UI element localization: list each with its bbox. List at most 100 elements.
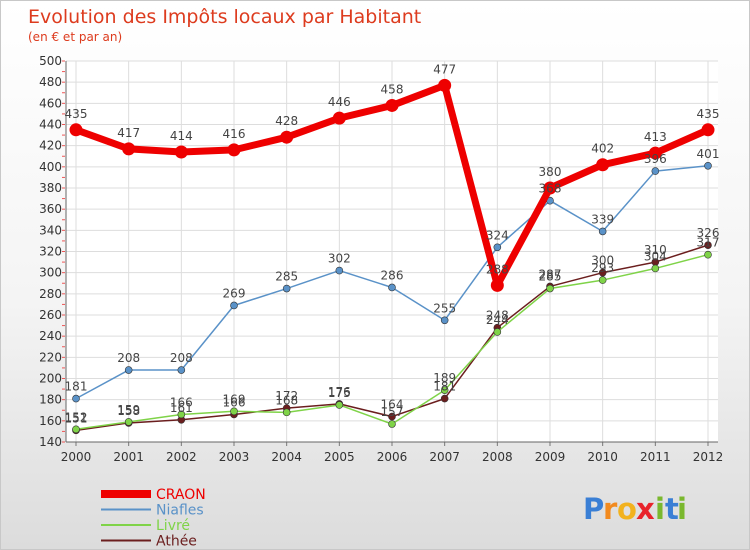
logo-letter: i	[655, 492, 665, 526]
data-label-niafles: 286	[381, 268, 404, 282]
data-label-athee: 151	[65, 411, 88, 425]
data-point-niafles	[282, 284, 291, 293]
data-label-athee: 176	[328, 385, 351, 399]
data-label-craon: 417	[117, 126, 140, 140]
data-label-livre: 157	[381, 405, 404, 419]
data-label-craon: 288	[486, 262, 509, 276]
y-tick-label: 260	[39, 308, 62, 322]
data-label-craon: 416	[223, 127, 246, 141]
data-label-athee: 300	[591, 254, 614, 268]
series-layer	[69, 78, 715, 435]
data-label-livre: 169	[223, 392, 246, 406]
data-point-niafles	[598, 227, 607, 236]
data-point-livre	[704, 250, 712, 259]
data-label-niafles: 208	[170, 351, 193, 365]
data-label-livre: 189	[433, 371, 456, 385]
y-tick-label: 360	[39, 202, 62, 216]
data-point-craon	[648, 146, 662, 160]
data-label-livre: 159	[117, 403, 140, 417]
data-point-craon	[69, 123, 83, 137]
data-label-craon: 477	[433, 62, 456, 76]
data-label-livre: 244	[486, 313, 509, 327]
data-label-craon: 435	[697, 107, 720, 121]
data-label-craon: 414	[170, 129, 193, 143]
data-label-athee: 172	[275, 389, 298, 403]
logo-letter: o	[617, 492, 637, 526]
y-tick-label: 280	[39, 287, 62, 301]
data-point-livre	[598, 276, 607, 284]
legend-label-niafles: Niafles	[156, 503, 204, 519]
x-tick-label: 2000	[61, 450, 92, 464]
data-label-athee: 181	[433, 380, 456, 394]
x-tick-label: 2001	[113, 450, 144, 464]
data-point-livre	[124, 418, 133, 426]
data-point-craon	[122, 142, 136, 156]
axes: 140 160 180 200 220 240 260 280 300 320 340 360 380 4…	[39, 54, 723, 464]
data-label-livre: 152	[65, 410, 88, 424]
data-label-niafles: 368	[539, 182, 562, 196]
x-tick-label: 2010	[587, 450, 618, 464]
y-tick-label: 420	[39, 139, 62, 153]
y-tick-label: 400	[39, 160, 62, 174]
data-point-niafles	[335, 266, 344, 275]
data-point-craon	[490, 278, 504, 292]
x-tick-label: 2012	[693, 450, 724, 464]
y-tick-label: 480	[39, 75, 62, 89]
data-label-niafles: 302	[328, 252, 351, 266]
logo-letter: i	[677, 492, 687, 526]
data-point-niafles	[704, 161, 712, 170]
y-tick-label: 500	[39, 54, 62, 68]
x-tick-label: 2009	[535, 450, 566, 464]
data-point-niafles	[177, 366, 186, 374]
data-point-athee	[598, 268, 607, 277]
data-point-niafles	[388, 283, 396, 292]
data-label-craon: 402	[591, 142, 614, 156]
data-label-niafles: 339	[591, 212, 614, 226]
data-label-livre: 304	[644, 249, 667, 263]
data-label-niafles: 401	[697, 147, 720, 161]
data-point-livre	[493, 328, 502, 336]
logo-letter: t	[665, 492, 679, 526]
data-point-craon	[385, 98, 399, 112]
logo-letter: x	[636, 492, 655, 526]
x-tick-label: 2003	[219, 450, 250, 464]
data-label-niafles: 285	[275, 270, 298, 284]
y-tick-label: 340	[39, 223, 62, 237]
x-tick-label: 2007	[429, 450, 460, 464]
data-label-athee: 164	[381, 398, 404, 412]
data-label-livre: 166	[170, 395, 193, 409]
y-tick-label: 180	[39, 393, 62, 407]
data-point-craon	[438, 78, 452, 92]
data-label-niafles: 208	[117, 351, 140, 365]
x-tick-label: 2002	[166, 450, 197, 464]
data-point-niafles	[651, 167, 660, 175]
data-label-livre: 168	[275, 393, 298, 407]
data-point-craon	[543, 181, 557, 195]
data-label-craon: 428	[275, 114, 298, 128]
data-label-craon: 446	[328, 95, 351, 109]
data-label-athee: 310	[644, 243, 667, 257]
legend-label-craon: CRAON	[156, 487, 206, 503]
data-point-livre	[546, 284, 554, 293]
y-tick-label: 320	[39, 245, 62, 259]
proxiti-logo: Pr o x i ti	[583, 492, 687, 526]
data-point-niafles	[230, 301, 238, 310]
data-point-athee	[388, 412, 396, 421]
chart-subtitle: (en € et par an)	[28, 30, 122, 44]
x-tick-label: 2006	[377, 450, 408, 464]
data-point-niafles	[493, 243, 502, 252]
data-point-livre	[388, 420, 396, 428]
y-tick-label: 160	[39, 414, 62, 428]
data-label-craon: 413	[644, 130, 667, 144]
data-label-athee: 326	[697, 226, 720, 240]
data-point-craon	[227, 143, 241, 157]
data-label-athee: 248	[486, 309, 509, 323]
y-tick-label: 240	[39, 329, 62, 343]
logo-letter: r	[603, 492, 618, 526]
y-tick-label: 220	[39, 350, 62, 364]
data-label-niafles: 255	[433, 301, 456, 315]
